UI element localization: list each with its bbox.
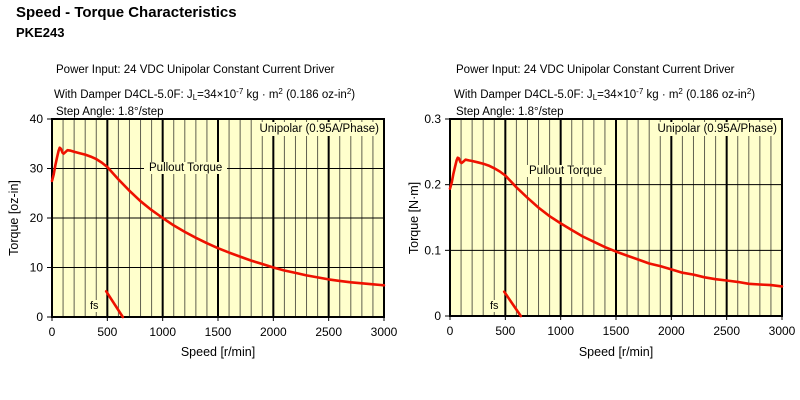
y-axis-title-ozin: Torque [oz-in]: [7, 180, 21, 256]
y-tick-label: 0.2: [424, 178, 441, 192]
model-number: PKE243: [16, 25, 65, 40]
step-angle-text: Step Angle: 1.8°/step: [56, 106, 164, 118]
inertia-value-text: =34×10: [597, 89, 637, 101]
pullout-torque-label: Pullout Torque: [524, 165, 608, 177]
x-tick-label: 3000: [371, 325, 398, 339]
close-paren-text: ): [351, 89, 356, 101]
driver-type-text: Unipolar Constant Current Driver: [567, 64, 735, 76]
step-angle-line: Step Angle: 1.8°/step: [456, 105, 564, 119]
page-title: Speed - Torque Characteristics: [16, 4, 237, 21]
x-tick-label: 0: [447, 324, 454, 338]
exponent-minus7: -7: [636, 87, 644, 96]
x-tick-label: 500: [495, 324, 515, 338]
chart-canvas-nm: 0 500 1000 1500 2000 2500 3000 0 0.1 0.2 0.3: [424, 112, 796, 338]
x-tick-label: 2500: [315, 325, 342, 339]
exponent-2b: 2: [346, 87, 352, 96]
x-tick-label: 0: [49, 325, 56, 339]
x-tick-label: 1000: [149, 325, 176, 339]
driver-type-text: Unipolar Constant Current Driver: [167, 64, 335, 76]
legend-unipolar: Unipolar (0.95A/Phase): [654, 122, 780, 136]
x-tick-label: 1000: [547, 324, 574, 338]
exponent-minus7: -7: [236, 87, 244, 96]
unit-ozin-text: (0.186 oz-in: [282, 89, 347, 101]
unit-kgm-text: kg · m: [243, 89, 279, 101]
y-axis-title-nm: Torque [N·m]: [407, 181, 421, 255]
pullout-torque-curve: [50, 146, 386, 287]
damper-text: With Damper D4CL-5.0F: J: [54, 89, 193, 101]
unit-ozin-text: (0.186 oz-in: [682, 89, 747, 101]
y-tick-label: 30: [30, 162, 44, 176]
x-tick-label: 2000: [658, 324, 685, 338]
y-tick-label: 0.3: [424, 112, 441, 126]
exponent-2b: 2: [746, 87, 752, 96]
damper-inertia-line: With Damper D4CL-5.0F: JL=34×10-7 kg · m…: [454, 85, 755, 105]
y-tick-label: 10: [30, 261, 44, 275]
power-input-text: Power Input: 24 VDC: [56, 64, 165, 76]
pullout-torque-label: Pullout Torque: [144, 162, 228, 174]
step-angle-line: Step Angle: 1.8°/step: [56, 105, 164, 119]
exponent-2a: 2: [278, 87, 283, 96]
speed-torque-chart-ozin: Power Input: 24 VDC Unipolar Constant Cu…: [0, 55, 400, 400]
x-tick-label: 3000: [769, 324, 796, 338]
unit-kgm-text: kg · m: [643, 89, 679, 101]
x-tick-label: 2000: [260, 325, 287, 339]
y-tick-label: 40: [30, 112, 44, 126]
inertia-value-text: =34×10: [197, 89, 237, 101]
x-axis-title: Speed [r/min]: [578, 345, 654, 359]
fs-boundary-curve: [502, 290, 523, 318]
subscript-l: L: [592, 93, 598, 102]
fs-label: fs: [488, 300, 501, 312]
x-axis-title: Speed [r/min]: [180, 345, 256, 359]
x-tick-label: 1500: [205, 325, 232, 339]
x-tick-label: 500: [97, 325, 117, 339]
subscript-l: L: [192, 93, 198, 102]
legend-unipolar: Unipolar (0.95A/Phase): [256, 122, 382, 136]
damper-text: With Damper D4CL-5.0F: J: [454, 89, 593, 101]
damper-inertia-line: With Damper D4CL-5.0F: JL=34×10-7 kg · m…: [54, 85, 355, 105]
chart-canvas-ozin: 0 500 1000 1500 2000 2500 3000 0 10 20 30 40: [30, 112, 398, 339]
x-tick-label: 2500: [713, 324, 740, 338]
y-tick-label: 0: [36, 310, 43, 324]
x-tick-label: 1500: [603, 324, 630, 338]
fs-label: fs: [88, 300, 101, 312]
speed-torque-chart-nm: Power Input: 24 VDC Unipolar Constant Cu…: [400, 55, 800, 400]
pullout-torque-curve: [448, 156, 784, 288]
power-input-text: Power Input: 24 VDC: [456, 64, 565, 76]
y-tick-label: 0.1: [424, 243, 441, 257]
y-tick-label: 0: [434, 309, 441, 323]
step-angle-text: Step Angle: 1.8°/step: [456, 106, 564, 118]
exponent-2a: 2: [678, 87, 683, 96]
close-paren-text: ): [751, 89, 756, 101]
y-tick-label: 20: [30, 211, 44, 225]
fs-boundary-curve: [104, 290, 125, 319]
